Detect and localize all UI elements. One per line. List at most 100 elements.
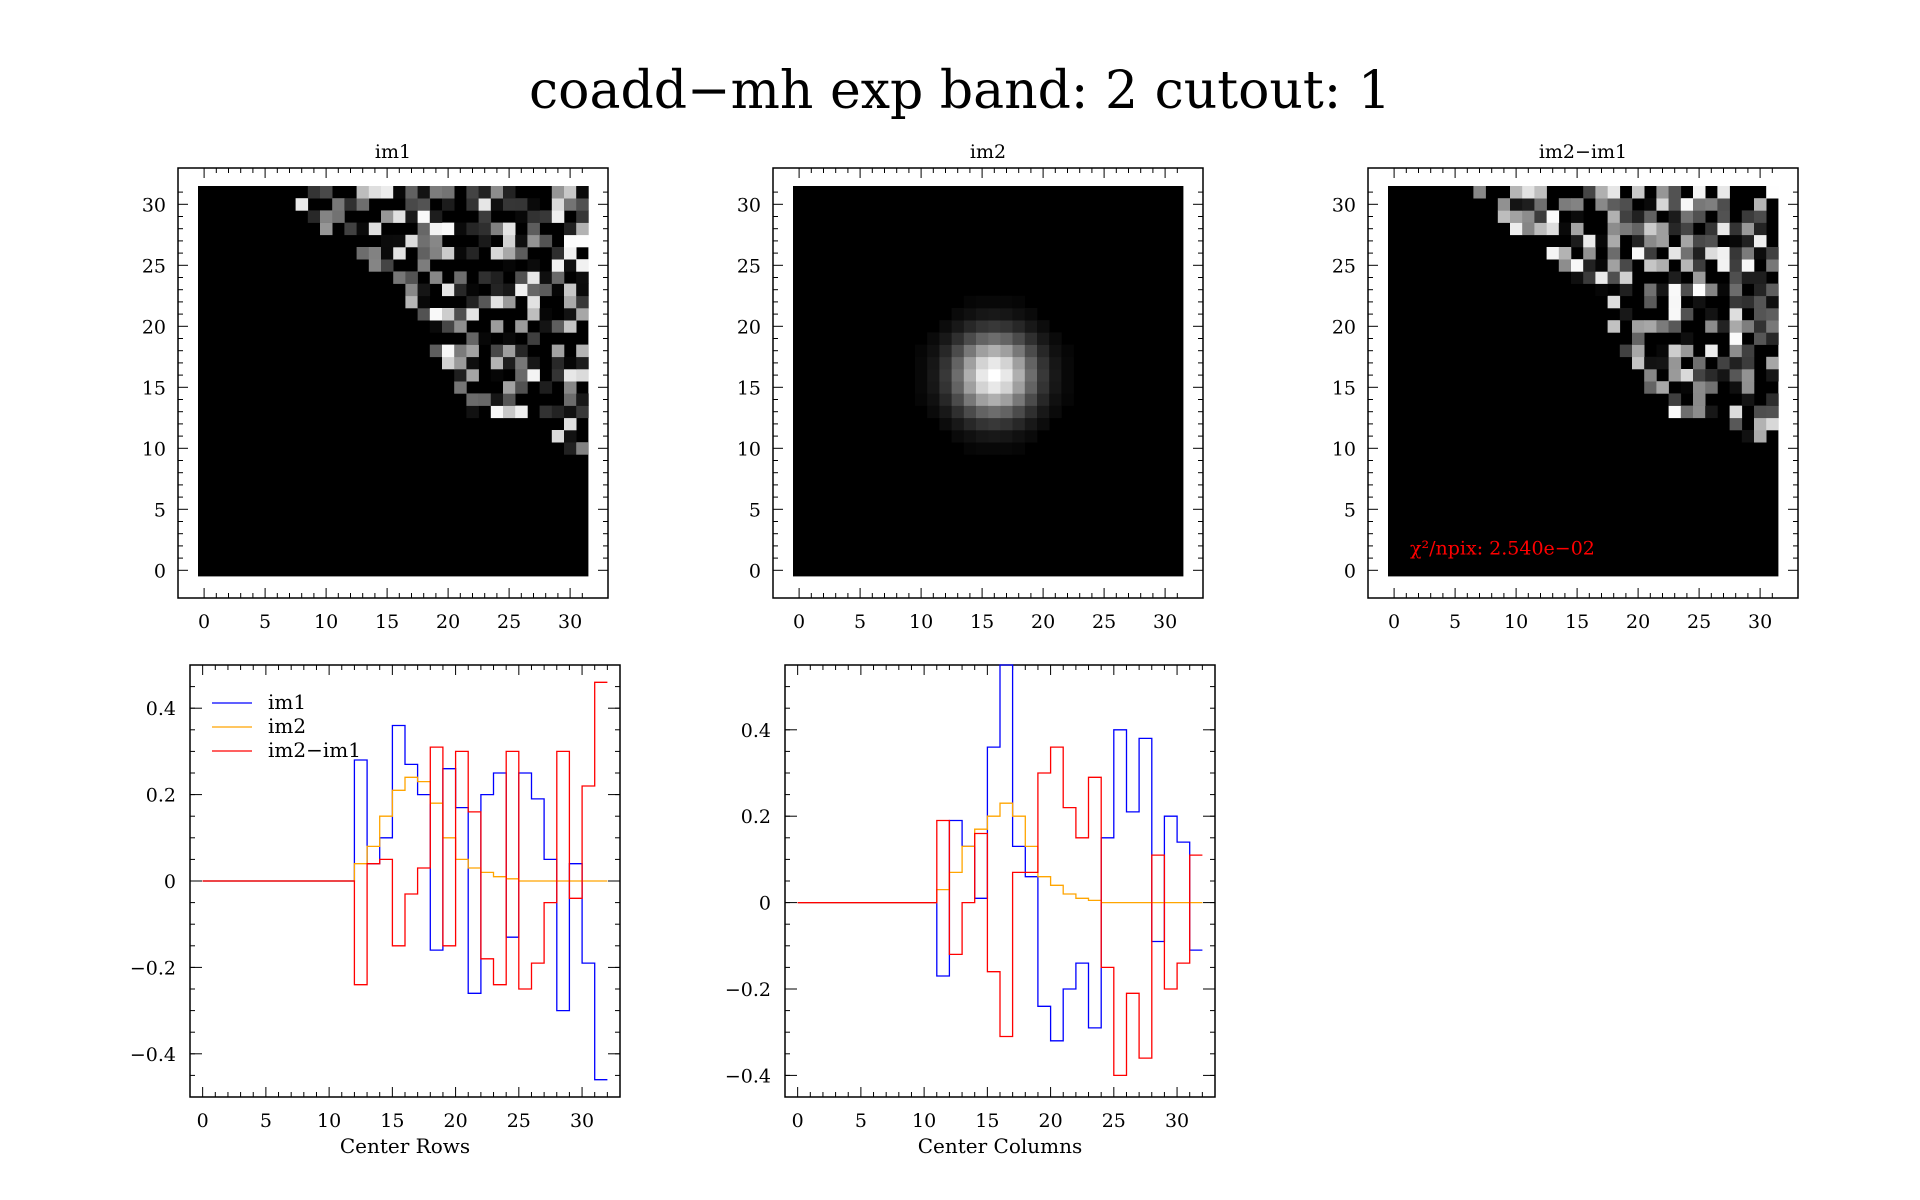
pixel (1729, 405, 1743, 419)
y-tick-label: 15 (1332, 377, 1356, 399)
pixel (1049, 356, 1062, 370)
x-axis-label: Center Rows (340, 1134, 470, 1158)
pixel (466, 393, 479, 406)
pixel (1619, 222, 1633, 236)
pixel (1583, 247, 1596, 260)
pixel (1595, 234, 1608, 248)
pixel (1680, 405, 1694, 419)
pixel (1607, 247, 1621, 260)
y-tick-label: 20 (737, 316, 761, 338)
pixel (1571, 222, 1584, 236)
pixel (515, 369, 528, 382)
pixel (951, 332, 965, 345)
pixel (490, 222, 504, 236)
pixel (564, 320, 577, 333)
pixel (576, 369, 589, 382)
pixel (1693, 381, 1706, 394)
pixel (527, 222, 540, 236)
pixel (963, 308, 977, 321)
pixel (429, 308, 443, 321)
pixel (1024, 381, 1038, 394)
pixel (1729, 320, 1743, 333)
pixel (417, 222, 431, 236)
pixel (429, 344, 443, 358)
pixel (576, 271, 589, 284)
y-tick-label: 5 (154, 499, 166, 521)
pixel (576, 308, 589, 321)
pixel (454, 222, 467, 236)
pixel (915, 369, 928, 382)
pixel (1497, 198, 1511, 211)
pixel (1668, 393, 1682, 406)
x-tick-label: 5 (260, 1110, 272, 1132)
pixel (988, 405, 1001, 419)
pixel (307, 186, 321, 199)
pixel (356, 247, 370, 260)
pixel (564, 442, 577, 455)
pixel (1037, 344, 1050, 358)
pixel (1693, 210, 1706, 223)
x-tick-label: 25 (1092, 611, 1116, 633)
pixel (442, 247, 455, 260)
series-group (797, 664, 1203, 1077)
pixel (503, 234, 516, 248)
pixel (988, 356, 1001, 370)
pixel (1729, 283, 1743, 297)
pixel (1754, 210, 1767, 223)
pixel (939, 381, 952, 394)
pixel (442, 344, 455, 358)
pixel (454, 381, 467, 394)
pixel (1729, 259, 1743, 272)
pixel (564, 393, 577, 406)
pixel (1668, 295, 1682, 309)
pixel (1644, 295, 1657, 309)
pixel (515, 198, 528, 211)
pixel (478, 295, 492, 309)
pixel (1680, 332, 1694, 345)
pixel (1754, 271, 1767, 284)
pixel (478, 393, 492, 406)
pixel (1754, 295, 1767, 309)
pixel (1717, 186, 1730, 199)
pixel (429, 186, 443, 199)
y-tick-label: −0.2 (725, 979, 771, 1001)
axis-ticks: 0 5 10 15 20 25 30 0 5 10 15 20 25 30 (737, 168, 1203, 633)
pixel (576, 442, 589, 455)
pixel (1607, 259, 1621, 272)
pixel (1729, 356, 1743, 370)
series-line-im2-im1 (202, 681, 608, 990)
pixel (1668, 369, 1682, 382)
pixel (320, 222, 333, 236)
axis-ticks: 0 5 10 15 20 25 30 0 5 10 15 20 25 30 (142, 168, 608, 633)
pixel (1754, 198, 1767, 211)
pixel (1644, 356, 1657, 370)
pixel (1741, 381, 1755, 394)
pixel (939, 332, 952, 345)
pixel (1693, 369, 1706, 382)
pixel (515, 247, 528, 260)
pixel (1668, 405, 1682, 419)
pixel (1534, 222, 1547, 236)
pixel (988, 295, 1001, 309)
pixel (1522, 222, 1535, 236)
pixel (1668, 320, 1682, 333)
pixel (1656, 259, 1669, 272)
x-tick-label: 10 (317, 1110, 341, 1132)
pixel (1656, 234, 1669, 248)
pixel (576, 356, 589, 370)
pixel (527, 369, 540, 382)
pixel (442, 356, 455, 370)
image-pixels (295, 186, 589, 455)
pixel (551, 405, 565, 419)
x-tick-label: 10 (912, 1110, 936, 1132)
pixel (576, 344, 589, 358)
pixel (1668, 186, 1682, 199)
y-tick-label: 0.4 (741, 720, 771, 742)
pixel (381, 259, 394, 272)
pixel (1680, 210, 1694, 223)
pixel (1607, 198, 1621, 211)
pixel (1000, 320, 1013, 333)
pixel (1668, 344, 1682, 358)
pixel (417, 259, 431, 272)
